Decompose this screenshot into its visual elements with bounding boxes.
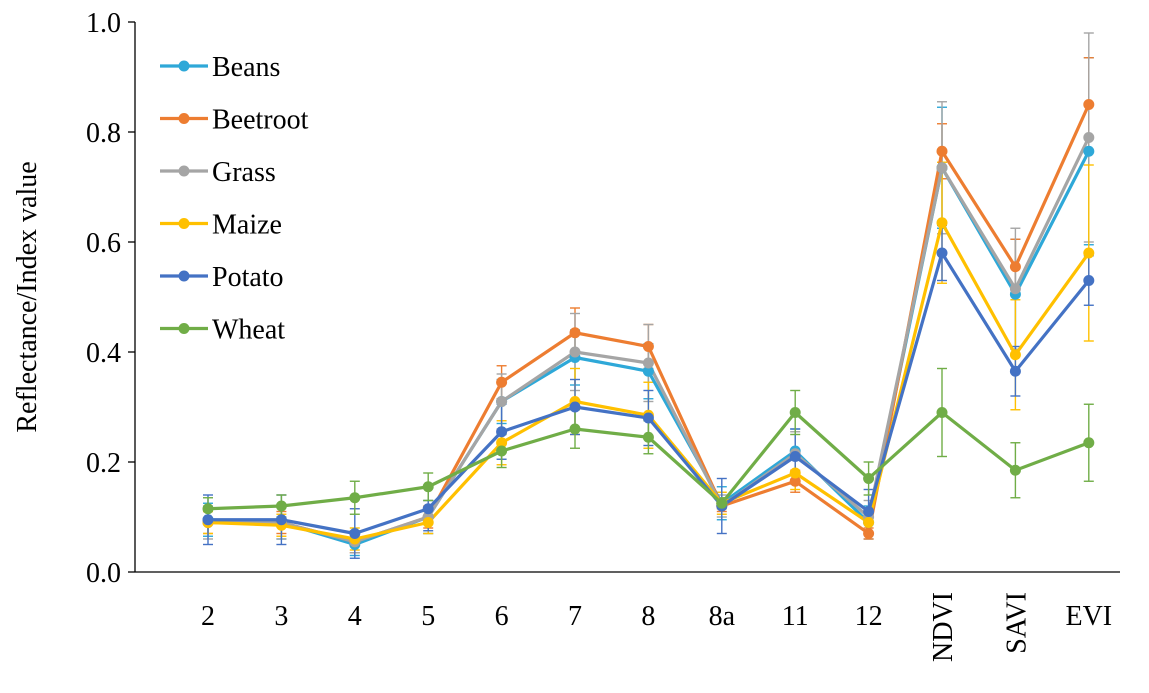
maize-point [936,217,948,229]
x-tick-label: 8 [641,601,655,632]
maize-point [863,517,875,528]
beetroot-line [208,103,1091,544]
legend-grass-label: Grass [212,157,276,188]
potato-point [569,401,581,413]
x-tick-label: EVI [1065,601,1112,632]
legend-wheat-label: Wheat [212,315,285,346]
legend-beetroot-label: Beetroot [212,105,309,136]
wheat-point [275,500,287,512]
beetroot-point [642,341,654,352]
grass-point [569,346,581,358]
grass-point [1009,283,1021,295]
beetroot-point [569,327,581,339]
beetroot-point [789,475,801,487]
legend-grass-marker [178,165,190,177]
x-tick-label: 3 [274,601,288,632]
wheat-point [1083,437,1095,449]
grass-point [936,162,948,174]
maize-point [422,517,434,528]
wheat-point [789,407,801,418]
maize-point [1083,247,1095,259]
beans-point [642,365,654,377]
beetroot-point [496,376,508,388]
beetroot-point [1009,261,1021,273]
legend: Beans Beetroot Grass Maize Potato Wheat [160,52,309,346]
grass-point [496,396,508,407]
potato-point [1083,275,1095,286]
beetroot-point [1083,99,1095,110]
wheat-point [349,492,361,504]
wheat-point [1009,464,1021,476]
potato-point [642,412,654,424]
maize-point [1009,349,1021,361]
x-tick-label: 2 [201,601,215,632]
error-bars [203,32,1094,559]
data-points [202,99,1095,550]
maize-point [496,437,508,449]
potato-point [202,514,214,526]
x-tick-label: 8a [709,601,736,632]
y-tick-label: 1.0 [86,8,121,39]
wheat-point [569,423,581,435]
grass-point [642,357,654,369]
wheat-point [642,431,654,443]
x-tick-label: 7 [568,601,582,632]
maize-point [789,467,801,479]
wheat-point [936,407,948,418]
y-tick-label: 0.2 [86,448,121,479]
y-tick-label: 0.6 [86,228,121,259]
legend-beans-marker [178,60,190,72]
legend-maize-marker [178,218,190,229]
legend-maize-label: Maize [212,210,282,241]
grass-point [1083,132,1095,143]
potato-point [496,426,508,438]
potato-point [789,451,801,462]
legend-potato-marker [178,270,190,282]
x-tick-label: NDVI [928,592,959,662]
y-tick-label: 0.0 [86,558,121,589]
beetroot-point [863,528,875,539]
x-tick-label: 12 [855,601,883,632]
x-tick-label: 5 [421,601,435,632]
wheat-point [422,481,434,493]
beetroot-point [936,145,948,157]
x-tick-label: 11 [782,601,809,632]
wheat-point [202,503,214,515]
potato-point [863,506,875,517]
y-tick-label: 0.8 [86,118,121,149]
axes: 0.0 0.2 0.4 0.6 0.8 1.0 2 3 4 5 6 7 8 8a 11 12 NDVI SAVI E… [86,8,1120,662]
legend-beans-label: Beans [212,52,280,83]
potato-point [936,247,948,259]
legend-beetroot-marker [178,113,190,124]
y-tick-label: 0.4 [86,338,121,369]
wheat-point [496,445,508,457]
potato-point [349,528,361,539]
wheat-point [716,497,728,509]
wheat-point [863,473,875,484]
x-tick-label: 4 [348,601,362,632]
potato-point [275,514,287,526]
y-axis-title: Reflectance/Index value [12,161,43,432]
x-tick-label: 6 [495,601,509,632]
beans-point [1083,145,1095,157]
potato-point [422,503,434,515]
legend-wheat-marker [178,323,190,334]
legend-potato-label: Potato [212,262,284,293]
x-tick-label: SAVI [1001,592,1032,654]
potato-point [1009,365,1021,377]
